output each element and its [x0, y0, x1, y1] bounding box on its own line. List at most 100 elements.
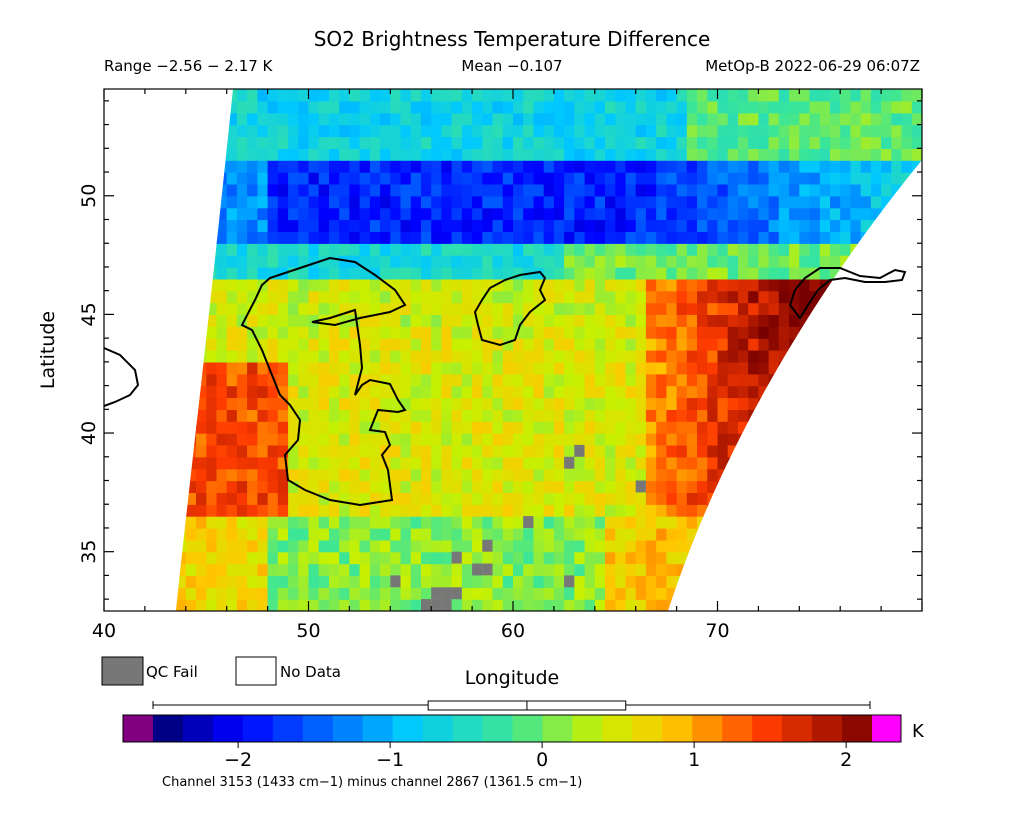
field-cell: [441, 148, 453, 161]
field-cell: [891, 361, 903, 375]
field-cell: [860, 504, 872, 517]
field-cell: [564, 219, 575, 232]
field-cell: [277, 456, 289, 470]
field-cell: [359, 243, 371, 256]
field-cell: [502, 112, 514, 126]
field-cell: [727, 124, 739, 138]
field-cell: [645, 385, 657, 399]
field-cell: [809, 456, 821, 470]
field-cell: [615, 444, 627, 458]
field-cell: [707, 278, 719, 292]
field-cell: [840, 255, 851, 268]
field-cell: [543, 480, 555, 493]
field-cell: [553, 528, 565, 541]
field-cell: [533, 243, 545, 256]
field-cell: [431, 350, 442, 363]
field-cell: [778, 433, 790, 446]
field-cell: [850, 539, 862, 553]
field-cell: [380, 183, 391, 197]
field-cell: [216, 326, 228, 339]
field-cell: [390, 397, 402, 410]
field-cell: [104, 113, 115, 126]
field-cell: [584, 528, 596, 541]
field-cell: [840, 314, 851, 327]
field-cell: [369, 444, 381, 458]
field-cell: [329, 160, 340, 173]
field-cell: [717, 397, 729, 410]
field-cell: [564, 267, 575, 280]
field-cell: [410, 433, 422, 446]
field-cell: [176, 148, 177, 161]
field-cell: [891, 255, 903, 268]
field-cell: [789, 231, 800, 244]
field-cell: [236, 112, 248, 126]
colorbar-segment: [272, 715, 304, 742]
field-cell: [758, 314, 770, 327]
field-cell: [390, 207, 402, 221]
field-cell: [809, 124, 821, 138]
field-cell: [339, 563, 350, 576]
field-cell: [676, 267, 688, 280]
field-cell: [339, 290, 350, 304]
field-cell: [666, 219, 678, 232]
field-cell: [277, 563, 289, 576]
field-cell: [267, 361, 279, 375]
field-cell: [308, 231, 320, 244]
field-cell: [717, 409, 729, 422]
field-cell: [697, 456, 708, 470]
field-cell: [727, 599, 739, 611]
field-cell: [104, 362, 115, 375]
field-cell: [339, 492, 350, 505]
field-cell: [605, 397, 616, 410]
field-cell: [135, 314, 146, 327]
field-cell: [185, 563, 197, 576]
field-cell: [502, 599, 514, 611]
field-cell: [840, 302, 851, 315]
field-cell: [329, 112, 340, 126]
field-cell: [901, 302, 913, 315]
field-cell: [114, 255, 125, 268]
field-cell: [502, 575, 514, 588]
field-cell: [778, 492, 790, 505]
field-cell: [247, 100, 258, 114]
field-cell: [104, 552, 115, 565]
field-cell: [359, 528, 371, 541]
field-cell: [247, 444, 258, 458]
field-cell: [145, 196, 156, 209]
field-cell: [870, 338, 882, 351]
field-cell: [461, 397, 473, 410]
field-cell: [523, 397, 534, 410]
field-cell: [206, 267, 218, 280]
field-cell: [656, 385, 667, 399]
field-cell: [482, 444, 494, 458]
field-cell: [176, 314, 187, 327]
field-cell: [206, 314, 218, 327]
field-cell: [369, 183, 381, 197]
field-cell: [206, 528, 218, 541]
field-cell: [472, 100, 483, 114]
field-cell: [594, 124, 606, 138]
field-cell: [553, 456, 565, 470]
field-cell: [196, 587, 207, 600]
field-cell: [543, 207, 555, 221]
field-cell: [185, 338, 197, 351]
field-cell: [738, 539, 749, 553]
field-cell: [615, 421, 627, 434]
field-cell: [513, 361, 524, 375]
field-cell: [206, 160, 218, 173]
field-cell: [176, 480, 187, 493]
field-cell: [799, 385, 811, 399]
field-cell: [155, 148, 166, 161]
colorbar-segment: [752, 715, 783, 742]
field-cell: [267, 563, 279, 576]
field-cell: [768, 551, 780, 565]
colorbar-segment: [242, 715, 274, 742]
field-cell: [390, 195, 402, 209]
field-cell: [850, 195, 862, 209]
field-cell: [104, 528, 115, 541]
field-cell: [216, 373, 228, 387]
range-label: Range −2.56 − 2.17 K: [104, 57, 274, 75]
field-cell: [349, 219, 361, 232]
field-cell: [513, 575, 524, 588]
field-cell: [553, 112, 565, 126]
